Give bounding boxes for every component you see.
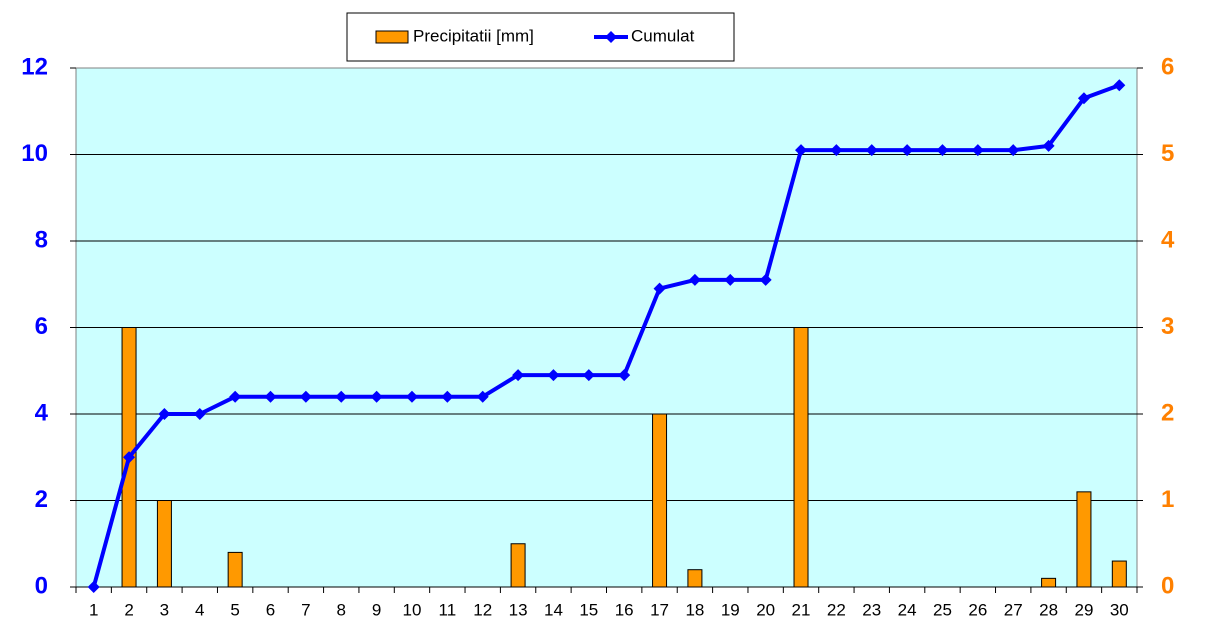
x-tick-label: 21 — [792, 600, 811, 619]
marker — [476, 390, 489, 403]
x-tick-label: 17 — [650, 600, 669, 619]
y-tick-label: 0 — [35, 572, 48, 599]
x-tick-label: 10 — [403, 600, 422, 619]
marker — [1077, 92, 1090, 105]
marker — [759, 273, 772, 286]
y-tick-label: 10 — [21, 140, 48, 167]
x-tick-label: 16 — [615, 600, 634, 619]
bar — [687, 569, 703, 588]
bar — [510, 543, 526, 588]
x-tick-label: 15 — [579, 600, 598, 619]
x-tick-label: 24 — [898, 600, 917, 619]
x-tick-label: 11 — [439, 600, 457, 619]
marker — [547, 369, 560, 382]
x-tick-label: 27 — [1004, 600, 1023, 619]
marker — [1042, 139, 1055, 152]
y-tick-label: 6 — [35, 313, 48, 340]
marker — [512, 369, 525, 382]
marker — [264, 390, 277, 403]
marker — [688, 273, 701, 286]
y-tick-label: 8 — [35, 226, 48, 253]
x-tick-label: 7 — [301, 600, 310, 619]
legend-marker — [605, 31, 617, 43]
marker — [865, 144, 878, 157]
x-tick-label: 19 — [721, 600, 740, 619]
marker — [1113, 79, 1126, 92]
y2-tick-label: 4 — [1161, 226, 1175, 253]
legend — [346, 12, 735, 62]
marker — [936, 144, 949, 157]
marker — [830, 144, 843, 157]
marker — [582, 369, 595, 382]
y2-tick-label: 5 — [1161, 140, 1174, 167]
bar — [1111, 560, 1127, 588]
x-tick-label: 1 — [89, 600, 98, 619]
bar — [1076, 491, 1092, 588]
x-tick-label: 9 — [372, 600, 381, 619]
x-tick-label: 26 — [968, 600, 987, 619]
bar — [156, 500, 172, 588]
marker — [724, 273, 737, 286]
y2-tick-label: 2 — [1161, 399, 1174, 426]
x-tick-label: 13 — [509, 600, 528, 619]
x-tick-label: 29 — [1074, 600, 1093, 619]
y-tick-label: 4 — [35, 399, 49, 426]
marker — [971, 144, 984, 157]
marker — [441, 390, 454, 403]
y2-tick-label: 3 — [1161, 313, 1174, 340]
x-tick-label: 14 — [544, 600, 563, 619]
marker — [795, 144, 808, 157]
legend-label: Cumulat — [631, 26, 695, 45]
x-tick-label: 8 — [337, 600, 346, 619]
y2-tick-label: 0 — [1161, 572, 1174, 599]
marker — [335, 390, 348, 403]
marker — [299, 390, 312, 403]
y-tick-label: 12 — [21, 53, 48, 80]
y2-tick-label: 1 — [1161, 486, 1174, 513]
marker — [229, 390, 242, 403]
marker — [158, 408, 171, 420]
bar — [1041, 577, 1057, 588]
x-tick-label: 20 — [756, 600, 775, 619]
legend-label: Precipitatii [mm] — [413, 26, 534, 45]
x-tick-label: 18 — [685, 600, 704, 619]
marker — [901, 144, 914, 157]
marker — [1007, 144, 1020, 157]
x-tick-label: 5 — [230, 600, 239, 619]
x-tick-label: 30 — [1110, 600, 1129, 619]
y2-tick-label: 6 — [1161, 53, 1174, 80]
y-tick-label: 2 — [35, 486, 48, 513]
marker — [123, 451, 136, 464]
bar — [227, 551, 243, 588]
x-tick-label: 25 — [933, 600, 952, 619]
marker — [653, 282, 666, 295]
legend-swatch — [375, 30, 409, 44]
x-tick-label: 12 — [473, 600, 492, 619]
bar — [793, 327, 809, 588]
x-tick-label: 3 — [160, 600, 169, 619]
x-tick-label: 4 — [195, 600, 204, 619]
marker — [193, 408, 206, 420]
x-tick-label: 2 — [124, 600, 133, 619]
x-tick-label: 28 — [1039, 600, 1058, 619]
marker — [370, 390, 383, 403]
bar — [652, 413, 668, 588]
x-tick-label: 6 — [266, 600, 275, 619]
x-tick-label: 22 — [827, 600, 846, 619]
marker — [87, 581, 100, 593]
marker — [618, 369, 631, 382]
x-tick-label: 23 — [862, 600, 881, 619]
marker — [405, 390, 418, 403]
